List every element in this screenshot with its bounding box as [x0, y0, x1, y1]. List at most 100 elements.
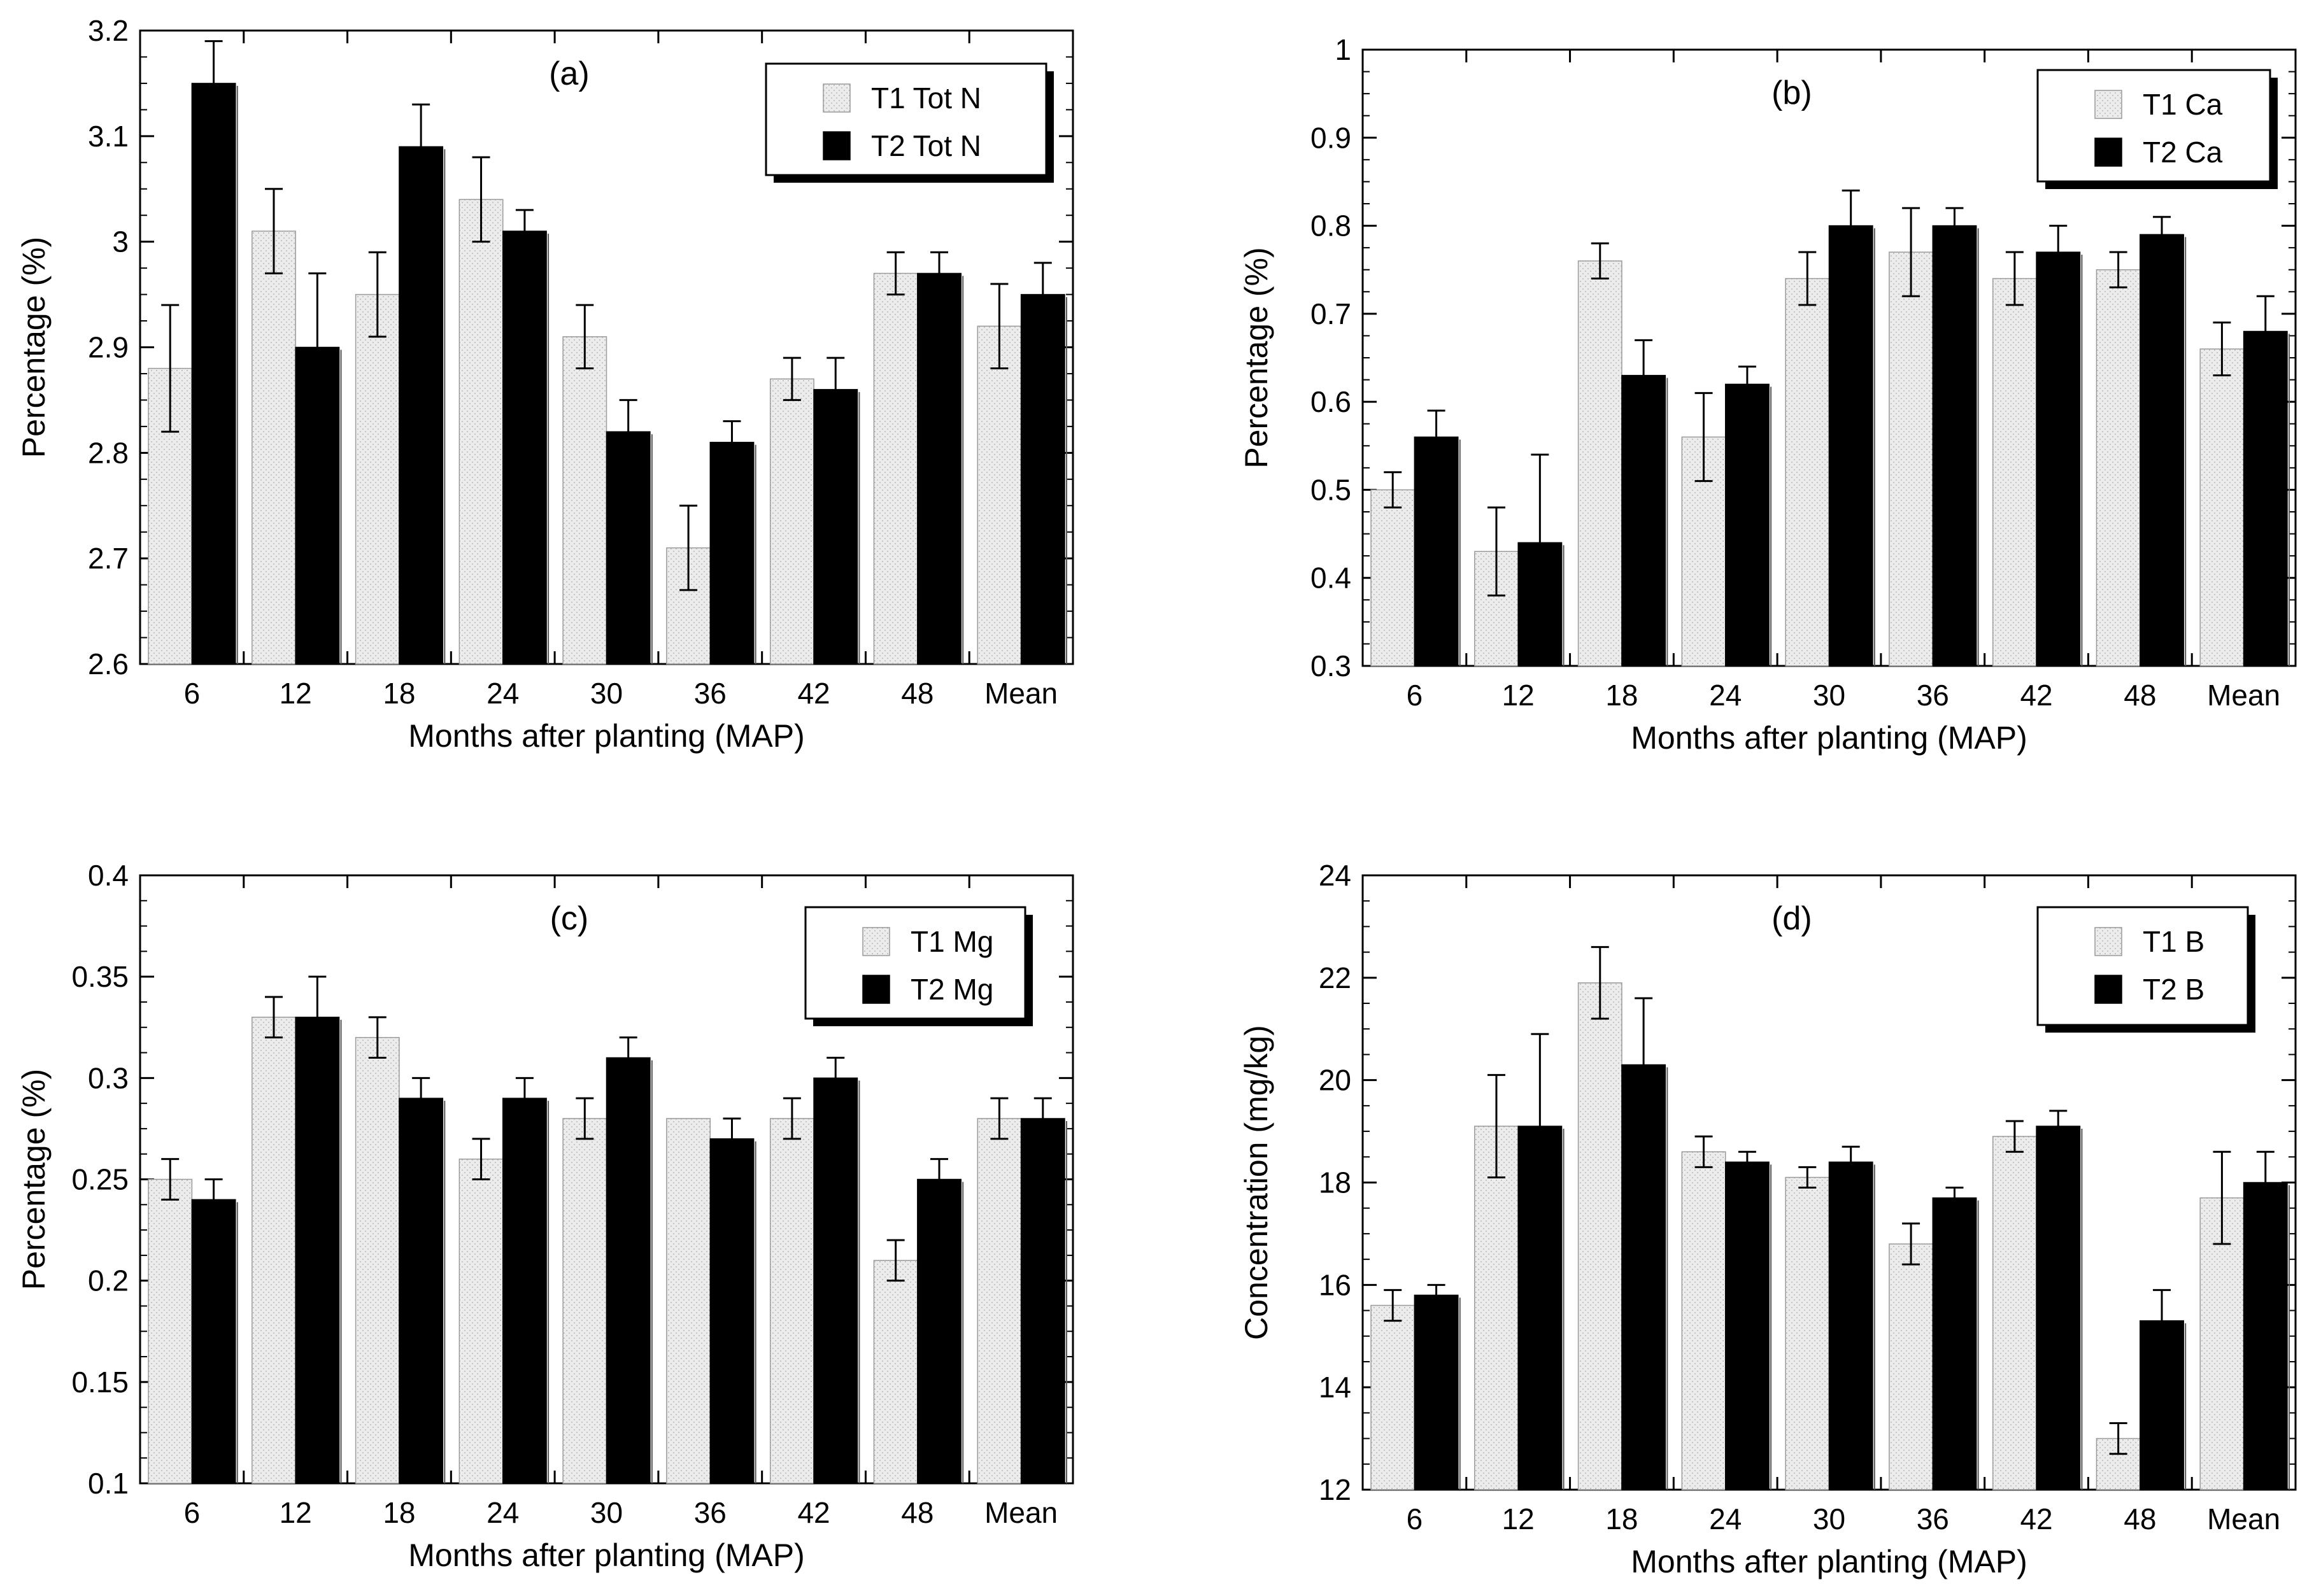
x-tick-label: Mean: [984, 1496, 1058, 1529]
legend-label-t2: T2 Ca: [2143, 136, 2223, 169]
y-tick-label: 2.6: [88, 647, 129, 681]
bar-t2-48: [917, 1178, 962, 1484]
x-axis-label: Months after planting (MAP): [408, 1537, 805, 1573]
bar-t1-36: [666, 1118, 711, 1484]
y-tick-label: 0.4: [88, 859, 129, 892]
legend-swatch-t1: [2094, 90, 2122, 119]
bar-t1-48: [873, 272, 918, 665]
x-tick-label: 12: [1502, 1502, 1535, 1536]
bar-t2-12: [295, 1017, 340, 1484]
bar-t1-18: [1577, 982, 1622, 1490]
bar-t2-Mean: [1020, 1118, 1065, 1484]
y-tick-label: 3: [112, 225, 129, 258]
y-tick-label: 0.7: [1310, 297, 1351, 330]
x-tick-label: 18: [1605, 679, 1638, 712]
x-axis-label: Months after planting (MAP): [1631, 720, 2027, 756]
bar-t1-48: [2096, 269, 2141, 667]
x-tick-label: Mean: [2207, 1502, 2280, 1536]
bar-t1-12: [252, 1017, 296, 1484]
y-tick-label: 0.8: [1310, 209, 1351, 243]
legend-label-t1: T1 Ca: [2143, 88, 2223, 121]
legend-label-t1: T1 B: [2143, 925, 2204, 958]
bar-t2-48: [917, 272, 962, 665]
y-tick-label: 24: [1319, 859, 1351, 892]
bar-t1-6: [148, 1178, 193, 1484]
x-tick-label: 24: [486, 1496, 519, 1529]
bar-t2-Mean: [1020, 293, 1065, 665]
bar-t1-24: [458, 199, 504, 665]
y-tick-label: 18: [1319, 1166, 1351, 1199]
y-axis-label: Concentration (mg/kg): [1239, 1025, 1274, 1340]
legend-swatch-t1: [2094, 927, 2122, 956]
bar-t2-36: [1932, 1197, 1977, 1490]
x-tick-label: 12: [280, 677, 312, 710]
bar-t1-30: [1785, 278, 1830, 667]
legend-swatch-t1: [823, 83, 851, 113]
bar-t2-18: [399, 1098, 444, 1484]
bar-t2-30: [606, 1057, 651, 1484]
x-axis-label: Months after planting (MAP): [1631, 1544, 2027, 1579]
bar-t2-48: [2140, 234, 2184, 667]
bar-t2-36: [709, 1138, 755, 1484]
legend-label-t2: T2 Tot N: [871, 129, 981, 162]
y-tick-label: 0.1: [88, 1467, 129, 1500]
bar-t2-30: [606, 431, 651, 665]
x-tick-label: 30: [590, 1496, 623, 1529]
bar-t2-18: [1621, 374, 1666, 667]
x-tick-label: 24: [1709, 679, 1742, 712]
x-tick-label: 48: [2124, 1502, 2156, 1536]
x-tick-label: Mean: [2207, 679, 2280, 712]
y-tick-label: 0.2: [88, 1264, 129, 1297]
panel-label: (a): [549, 55, 590, 92]
legend: T1 Mg T2 Mg: [804, 906, 1033, 1026]
y-tick-label: 0.5: [1310, 473, 1351, 506]
y-tick-label: 0.3: [1310, 649, 1351, 682]
bar-t2-42: [813, 1077, 858, 1484]
y-tick-label: 22: [1319, 961, 1351, 994]
x-tick-label: 48: [901, 677, 933, 710]
legend-swatch-t2: [2094, 138, 2122, 167]
x-tick-label: 42: [2020, 679, 2052, 712]
y-tick-label: 0.9: [1310, 121, 1351, 154]
x-tick-label: 6: [1407, 679, 1423, 712]
y-tick-label: 14: [1319, 1371, 1351, 1404]
y-tick-label: 3.2: [88, 14, 129, 47]
bar-t2-Mean: [2243, 330, 2288, 667]
x-tick-label: 48: [2124, 679, 2156, 712]
legend-label-t1: T1 Mg: [911, 925, 993, 958]
chart-panel-a: 2.6 2.7 2.8 2.9 3 3.1 3.2 6 12 18 24 30 36 42 48 Mean (a…: [16, 14, 1074, 754]
bar-t2-30: [1828, 225, 1873, 667]
y-tick-label: 12: [1319, 1473, 1351, 1506]
legend-box: [804, 906, 1026, 1020]
legend-label-t2: T2 Mg: [911, 973, 993, 1006]
x-tick-label: 30: [1813, 679, 1845, 712]
bar-t1-36: [1889, 1243, 1934, 1490]
bar-t1-48: [873, 1260, 918, 1484]
bar-t1-36: [1889, 251, 1934, 667]
legend: T1 Tot N T2 Tot N: [765, 62, 1054, 183]
bar-t1-18: [355, 293, 400, 665]
legend-swatch-t2: [2094, 975, 2122, 1004]
panel-label: (c): [550, 900, 589, 937]
bar-t1-30: [562, 1118, 607, 1484]
x-tick-label: 36: [1917, 1502, 1949, 1536]
bar-t2-6: [191, 1199, 236, 1484]
bar-t1-42: [769, 1118, 814, 1484]
bar-t2-6: [1414, 1294, 1459, 1490]
chart-panel-d: 12 14 16 18 20 22 24 6 12 18 24 30 36 42 48 Mean (d) Mont…: [1239, 859, 2297, 1579]
legend-box: [2036, 69, 2271, 183]
bar-t2-42: [2036, 251, 2081, 667]
bar-t1-Mean: [2199, 348, 2245, 667]
bar-t1-42: [1992, 278, 2037, 667]
bar-t2-42: [813, 389, 858, 665]
legend-swatch-t2: [862, 975, 890, 1004]
x-tick-label: 18: [383, 677, 415, 710]
x-axis-label: Months after planting (MAP): [408, 718, 805, 754]
legend-box: [765, 62, 1047, 176]
y-tick-label: 0.4: [1310, 561, 1351, 595]
x-tick-label: 30: [590, 677, 623, 710]
bar-t2-30: [1828, 1161, 1873, 1490]
x-tick-label: 12: [1502, 679, 1535, 712]
y-tick-label: 16: [1319, 1268, 1351, 1301]
panel-label: (d): [1771, 900, 1812, 937]
